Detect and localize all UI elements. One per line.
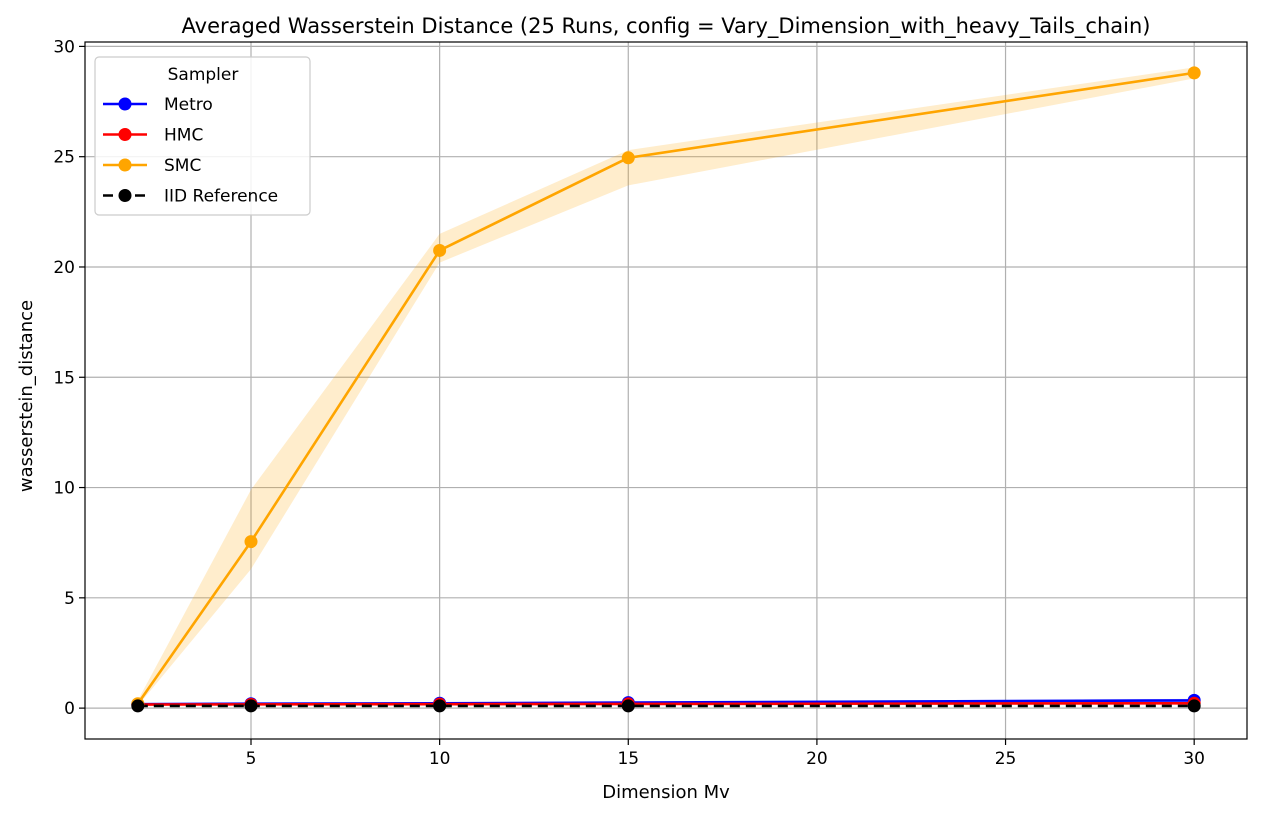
- data-point: [621, 699, 635, 713]
- y-tick-label: 20: [53, 258, 75, 278]
- x-axis-ticks: 5 10 15 20 25 30: [246, 739, 1205, 769]
- band-2: [137, 67, 1195, 706]
- x-tick-label: 30: [1183, 749, 1205, 769]
- data-point: [433, 243, 447, 257]
- chart-title: Averaged Wasserstein Distance (25 Runs, …: [182, 14, 1151, 39]
- x-tick-label: 10: [429, 749, 451, 769]
- series-line-1: [137, 701, 1195, 706]
- legend: Sampler Metro HMC SMC IID Reference: [94, 56, 311, 216]
- y-axis-label: wasserstein_distance: [16, 300, 37, 492]
- x-tick-label: 25: [995, 749, 1017, 769]
- x-axis-label: Dimension Mv: [602, 782, 730, 803]
- y-tick-label: 0: [64, 699, 75, 719]
- data-point: [244, 699, 258, 713]
- legend-marker: [118, 97, 132, 111]
- data-point: [131, 699, 145, 713]
- legend-marker: [118, 128, 132, 141]
- legend-box: [94, 56, 311, 216]
- legend-marker: [118, 189, 132, 202]
- legend-label: HMC: [164, 126, 203, 146]
- x-tick-label: 15: [617, 749, 639, 769]
- data-point: [244, 535, 258, 549]
- x-tick-label: 20: [806, 749, 828, 769]
- y-tick-label: 25: [53, 148, 75, 168]
- y-tick-label: 15: [53, 368, 75, 388]
- data-point: [621, 151, 635, 165]
- data-point: [433, 699, 447, 713]
- legend-label: Metro: [164, 95, 213, 115]
- series-markers: [131, 66, 1201, 713]
- legend-label: IID Reference: [164, 187, 278, 207]
- data-point: [1187, 699, 1201, 713]
- legend-label: SMC: [164, 156, 201, 176]
- legend-marker: [118, 158, 132, 172]
- plot-frame: [84, 41, 1248, 740]
- y-axis-ticks: 0 5 10 15 20 25 30: [53, 37, 85, 719]
- y-tick-label: 10: [53, 479, 75, 499]
- x-tick-label: 5: [246, 749, 257, 769]
- legend-title: Sampler: [168, 65, 239, 85]
- data-point: [1187, 66, 1201, 80]
- y-tick-label: 5: [64, 589, 75, 609]
- y-tick-label: 30: [53, 37, 75, 57]
